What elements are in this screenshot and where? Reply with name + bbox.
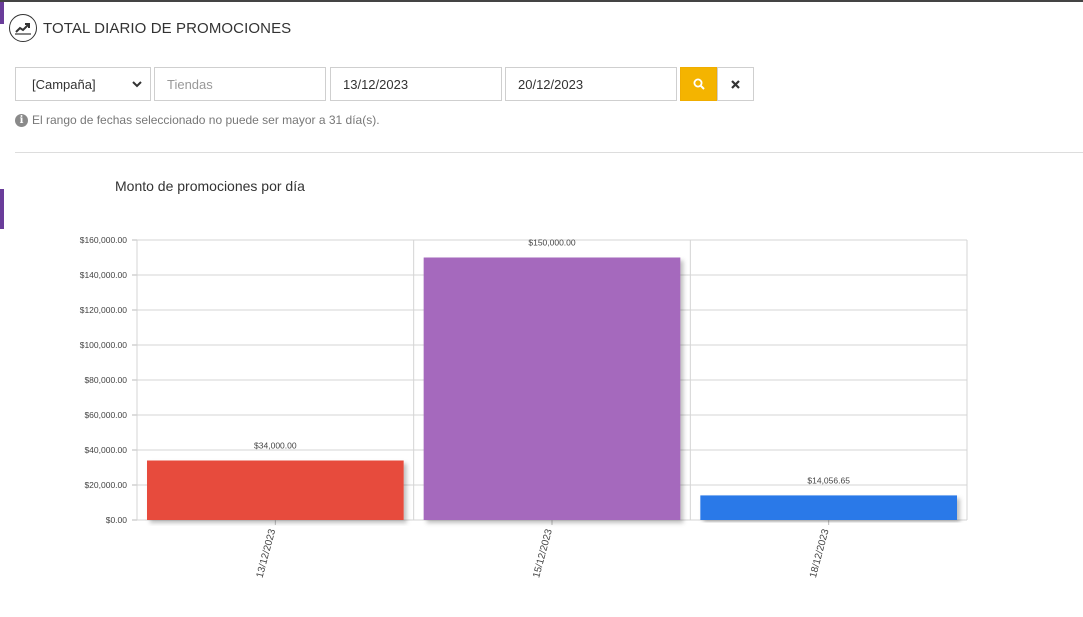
- y-tick-label: $60,000.00: [84, 410, 127, 420]
- campaign-select-value: [Campaña]: [32, 76, 96, 92]
- date-to-value: 20/12/2023: [518, 76, 584, 92]
- top-border: [0, 0, 1083, 2]
- chevron-down-icon: [132, 80, 142, 87]
- bar: [700, 495, 957, 520]
- y-tick-label: $100,000.00: [80, 340, 128, 350]
- info-icon: i: [15, 113, 28, 127]
- bar-value-label: $14,056.65: [807, 475, 850, 485]
- divider: [15, 152, 1083, 153]
- search-button[interactable]: [680, 67, 717, 101]
- campaign-select[interactable]: [Campaña]: [15, 67, 151, 101]
- stores-input-placeholder: Tiendas: [167, 76, 213, 92]
- info-message: El rango de fechas seleccionado no puede…: [32, 113, 380, 127]
- bar-value-label: $34,000.00: [254, 441, 297, 451]
- date-to-input[interactable]: 20/12/2023: [505, 67, 677, 101]
- y-tick-label: $160,000.00: [80, 235, 128, 245]
- sidebar-accent: [0, 2, 4, 24]
- y-tick-label: $0.00: [106, 515, 128, 525]
- y-tick-label: $40,000.00: [84, 445, 127, 455]
- chart-title: Monto de promociones por día: [115, 178, 305, 194]
- date-from-input[interactable]: 13/12/2023: [330, 67, 502, 101]
- trend-chart-icon: [9, 14, 37, 42]
- page-title: TOTAL DIARIO DE PROMOCIONES: [43, 19, 292, 37]
- bar: [423, 257, 681, 520]
- sidebar-accent: [0, 189, 4, 229]
- search-icon: [693, 78, 705, 90]
- x-tick-label: 18/12/2023: [808, 528, 832, 580]
- bar: [147, 460, 404, 520]
- close-icon: [731, 79, 740, 89]
- x-tick-label: 13/12/2023: [255, 528, 279, 580]
- bar-value-label: $150,000.00: [528, 238, 576, 248]
- y-tick-label: $80,000.00: [84, 375, 127, 385]
- clear-button[interactable]: [717, 67, 754, 101]
- y-tick-label: $140,000.00: [80, 270, 128, 280]
- bar-chart: $0.00 $20,000.00 $40,000.00 $60,000.00 $80,0…: [80, 235, 968, 580]
- y-tick-label: $20,000.00: [84, 480, 127, 490]
- page-header: TOTAL DIARIO DE PROMOCIONES: [9, 12, 291, 44]
- date-range-info: i El rango de fechas seleccionado no pue…: [15, 113, 380, 127]
- y-tick-label: $120,000.00: [80, 305, 128, 315]
- stores-input[interactable]: Tiendas: [154, 67, 326, 101]
- date-from-value: 13/12/2023: [343, 76, 409, 92]
- x-tick-label: 15/12/2023: [531, 528, 555, 580]
